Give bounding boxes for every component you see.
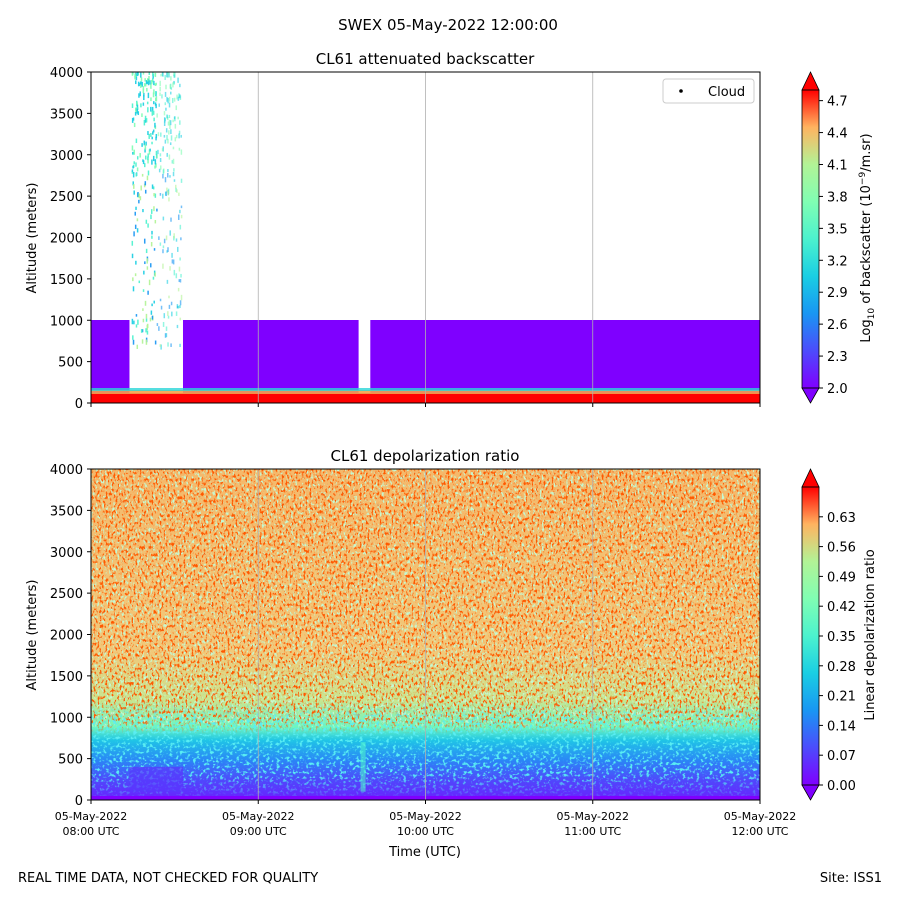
colorbar-tick-label: 3.2 [827, 254, 848, 269]
legend-cloud-label: Cloud [708, 85, 745, 100]
x-tick-time: 10:00 UTC [397, 825, 454, 838]
y-tick-label: 2000 [50, 232, 83, 247]
x-tick-date: 05-May-2022 [389, 810, 461, 823]
backscatter-y-label: Altitude (meters) [25, 183, 40, 294]
colorbar-tick-label: 2.6 [827, 318, 848, 333]
depolarization-colorbar-label: Linear depolarization ratio [863, 549, 878, 720]
backscatter-x-ticks [90, 403, 761, 407]
colorbar-tick-label: 2.9 [827, 286, 848, 301]
backscatter-data-gap [358, 72, 371, 395]
colorbar-tick-label: 3.8 [827, 190, 848, 205]
y-tick-label: 0 [75, 397, 83, 412]
depolarization-title: CL61 depolarization ratio [331, 447, 520, 465]
y-tick-label: 1000 [50, 314, 83, 329]
colorbar-tick-label: 0.28 [827, 660, 856, 675]
colorbar-tick-label: 4.1 [827, 159, 848, 174]
colorbar-extend-max-icon [801, 468, 820, 488]
y-tick-label: 2500 [50, 587, 83, 602]
y-tick-label: 500 [58, 753, 83, 768]
y-tick-label: 4000 [50, 463, 83, 478]
colorbar-tick-label: 4.7 [827, 95, 848, 110]
y-tick-label: 1500 [50, 273, 83, 288]
x-tick-date: 05-May-2022 [724, 810, 796, 823]
x-tick-time: 09:00 UTC [230, 825, 287, 838]
colorbar-tick-label: 0.63 [827, 511, 856, 526]
colorbar-tick-label: 0.00 [827, 779, 856, 794]
y-tick-label: 3500 [50, 107, 83, 122]
depolarization-y-axis: 0 500 1000 1500 2000 2500 3000 3500 4000 [50, 463, 91, 809]
colorbar-extend-max-icon [801, 71, 820, 91]
x-tick-time: 12:00 UTC [731, 825, 788, 838]
depolarization-x-axis: 05-May-2022 08:00 UTC 05-May-2022 09:00 UTC… [55, 800, 796, 838]
colorbar-tick-label: 0.21 [827, 690, 856, 705]
colorbar-tick-label: 0.35 [827, 630, 856, 645]
y-tick-label: 4000 [50, 66, 83, 81]
y-tick-label: 3000 [50, 546, 83, 561]
colorbar-extend-min-icon [801, 387, 820, 404]
y-tick-label: 3500 [50, 504, 83, 519]
colorbar-tick-label: 0.07 [827, 749, 856, 764]
y-tick-label: 1500 [50, 670, 83, 685]
x-tick-time: 11:00 UTC [564, 825, 621, 838]
backscatter-cloud-gap [129, 72, 183, 395]
depolarization-y-label: Altitude (meters) [25, 580, 40, 691]
depolarization-colorbar: 0.00 0.07 0.14 0.21 0.28 0.35 0.42 0.49 0.56 0.63… [801, 468, 878, 801]
y-tick-label: 2000 [50, 629, 83, 644]
y-tick-label: 1000 [50, 711, 83, 726]
quality-disclaimer: REAL TIME DATA, NOT CHECKED FOR QUALITY [18, 871, 318, 886]
colorbar-tick-label: 0.56 [827, 541, 856, 556]
colorbar-tick-label: 2.3 [827, 350, 848, 365]
backscatter-legend[interactable]: Cloud [662, 78, 755, 104]
y-tick-label: 0 [75, 794, 83, 809]
colorbar-tick-label: 2.0 [827, 382, 848, 397]
y-tick-label: 2500 [50, 190, 83, 205]
colorbar-extend-min-icon [801, 784, 820, 801]
backscatter-colorbar: 2.0 2.3 2.6 2.9 3.2 3.5 3.8 4.1 4.4 4.7 Log10 of … [801, 71, 877, 404]
legend-box [662, 78, 755, 104]
colorbar-tick-label: 3.5 [827, 222, 848, 237]
colorbar-tick-label: 0.42 [827, 600, 856, 615]
time-axis-label: Time (UTC) [388, 845, 461, 860]
depolarization-heatmap [91, 469, 760, 800]
x-tick-date: 05-May-2022 [557, 810, 629, 823]
colorbar-tick-label: 0.49 [827, 570, 856, 585]
cloud-marker-icon [679, 89, 683, 93]
site-label: Site: ISS1 [820, 871, 882, 886]
figure-suptitle: SWEX 05-May-2022 12:00:00 [338, 16, 558, 34]
backscatter-heatmap [91, 72, 760, 403]
y-tick-label: 3000 [50, 149, 83, 164]
x-tick-date: 05-May-2022 [222, 810, 294, 823]
backscatter-colorbar-label: Log10 of backscatter (10−9/m.sr) [858, 133, 877, 342]
colorbar-tick-label: 4.4 [827, 127, 848, 142]
x-tick-time: 08:00 UTC [62, 825, 119, 838]
y-tick-label: 500 [58, 356, 83, 371]
colorbar-tick-label: 0.14 [827, 719, 856, 734]
backscatter-title: CL61 attenuated backscatter [316, 50, 535, 68]
backscatter-y-axis: 0 500 1000 1500 2000 2500 3000 3500 4000 [50, 66, 91, 412]
x-tick-date: 05-May-2022 [55, 810, 127, 823]
